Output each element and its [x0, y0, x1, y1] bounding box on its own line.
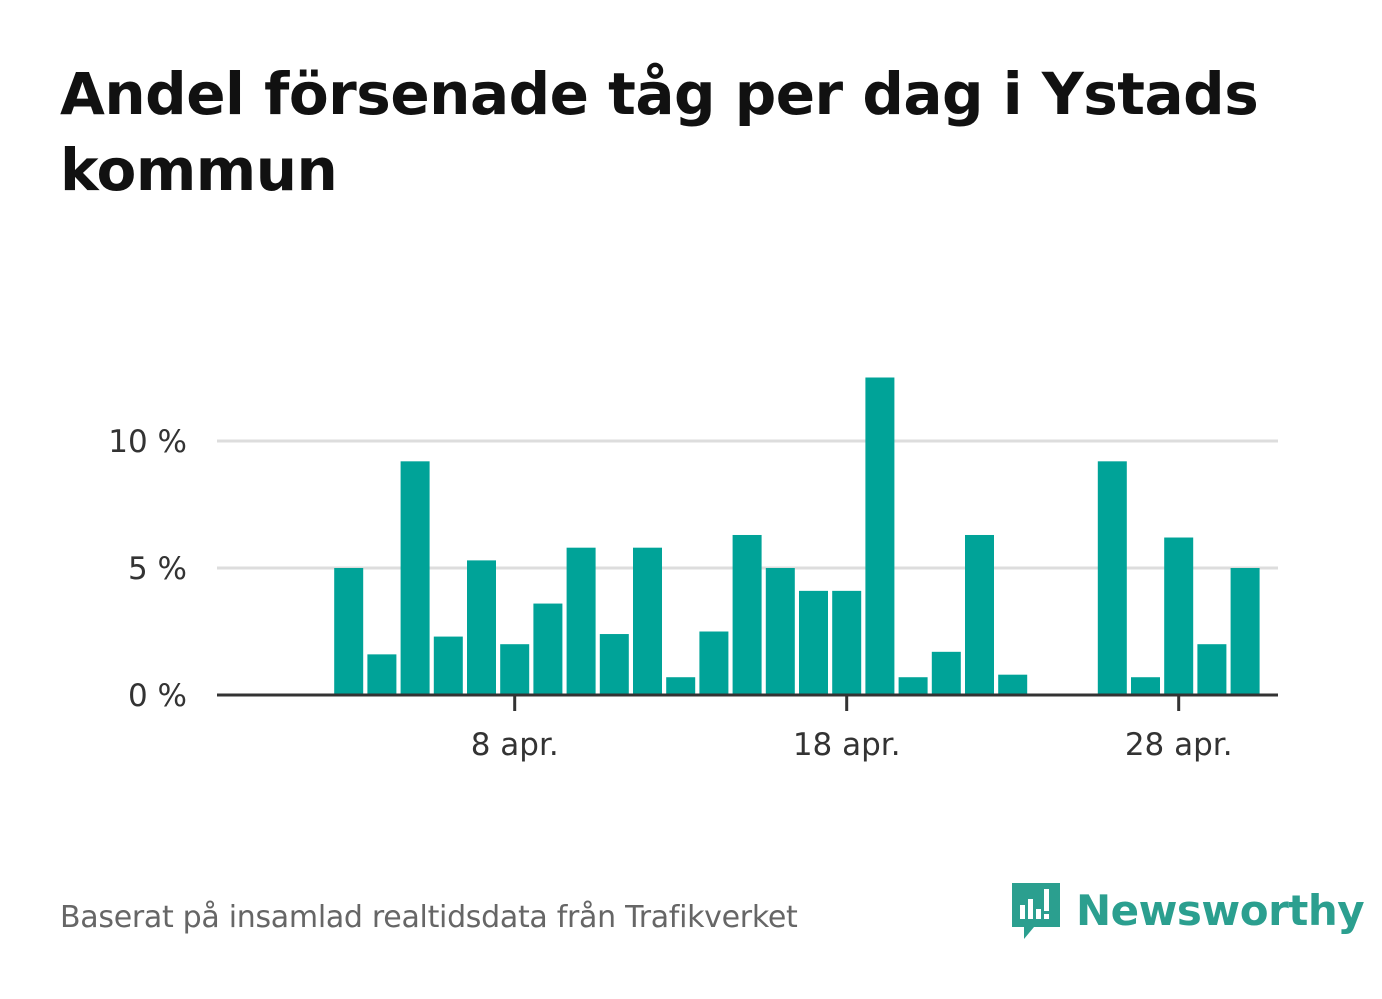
bar-22apr	[965, 534, 994, 695]
source-footnote: Baserat på insamlad realtidsdata från Tr…	[60, 900, 798, 935]
x-tick-label: 8 apr.	[471, 727, 559, 763]
x-tick-label: 18 apr.	[793, 727, 901, 763]
bar-9apr	[533, 603, 563, 695]
chart-title: Andel försenade tåg per dag i Ystads kom…	[60, 60, 1259, 204]
bar-18apr	[832, 590, 862, 695]
bar-3apr	[334, 568, 364, 695]
bar-6apr	[433, 636, 463, 695]
x-tick-label: 28 apr.	[1125, 727, 1233, 763]
bar-16apr	[765, 568, 795, 695]
bar-8apr	[500, 644, 530, 695]
bar-19apr	[865, 377, 895, 695]
newsworthy-logo-icon	[1010, 879, 1062, 941]
bar-4apr	[367, 654, 397, 695]
bar-15apr	[732, 534, 762, 695]
bar-5apr	[400, 461, 430, 695]
bar-10apr	[566, 547, 596, 695]
bar-17apr	[799, 590, 828, 695]
brand-name: Newsworthy	[1076, 885, 1365, 935]
bar-12apr	[633, 547, 662, 695]
bar-7apr	[467, 560, 496, 695]
bar-11apr	[599, 634, 629, 695]
y-tick-label: 10 %	[108, 424, 187, 460]
bar-26apr	[1097, 461, 1127, 695]
bar-13apr	[666, 677, 696, 695]
bar-28apr	[1164, 537, 1194, 695]
bar-21apr	[931, 651, 961, 695]
bar-29apr	[1197, 644, 1227, 695]
y-tick-label: 0 %	[128, 678, 187, 714]
y-tick-label: 5 %	[128, 551, 187, 587]
bar-23apr	[998, 674, 1028, 695]
bar-14apr	[699, 631, 729, 695]
bar-27apr	[1131, 677, 1160, 695]
bar-30apr	[1230, 568, 1260, 695]
newsworthy-logo: Newsworthy	[1010, 878, 1365, 942]
bar-20apr	[898, 677, 928, 695]
